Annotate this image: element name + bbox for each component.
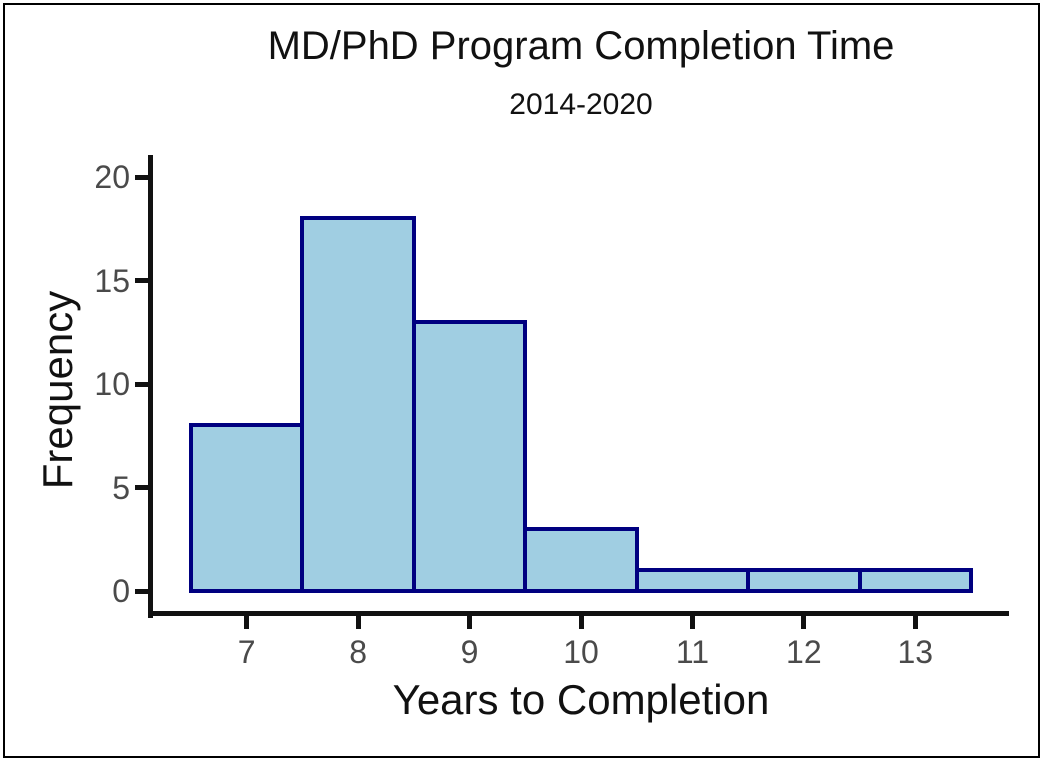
- x-axis-title: Years to Completion: [392, 676, 770, 723]
- y-tick-label: 0: [112, 573, 130, 609]
- y-tick-mark: [135, 485, 148, 490]
- x-tick-label: 10: [563, 633, 599, 670]
- x-tick-label: 13: [897, 633, 934, 670]
- histogram-bar: [411, 319, 528, 593]
- histogram-bar: [857, 568, 973, 593]
- histogram-bar: [300, 216, 416, 593]
- x-tick-mark: [244, 615, 250, 629]
- chart-subtitle: 2014-2020: [509, 88, 653, 121]
- x-tick-mark: [689, 615, 695, 629]
- x-tick-label: 8: [349, 633, 368, 670]
- y-tick-mark: [135, 174, 148, 180]
- chart-title: MD/PhD Program Completion Time: [267, 24, 895, 68]
- x-tick-mark: [355, 615, 361, 629]
- y-tick-label: 20: [94, 159, 130, 195]
- x-tick-label: 9: [460, 633, 479, 670]
- histogram-bar: [523, 526, 639, 593]
- x-tick-mark: [467, 615, 473, 629]
- y-tick-mark: [135, 278, 148, 283]
- y-tick-label: 5: [112, 469, 130, 506]
- x-tick-mark: [912, 615, 918, 629]
- x-tick-mark: [578, 615, 584, 629]
- y-tick-label: 15: [94, 262, 130, 299]
- histogram-bar: [189, 423, 305, 593]
- histogram-bar: [634, 568, 751, 593]
- x-tick-label: 11: [675, 633, 710, 670]
- x-tick-mark: [801, 615, 807, 629]
- histogram-bar: [746, 568, 862, 593]
- y-tick-mark: [135, 381, 148, 387]
- y-axis-line: [148, 155, 153, 618]
- y-tick-label: 10: [94, 366, 130, 402]
- x-tick-label: 12: [786, 633, 822, 670]
- y-tick-mark: [135, 588, 148, 594]
- x-tick-label: 7: [237, 633, 256, 670]
- x-axis-line: [148, 610, 1009, 616]
